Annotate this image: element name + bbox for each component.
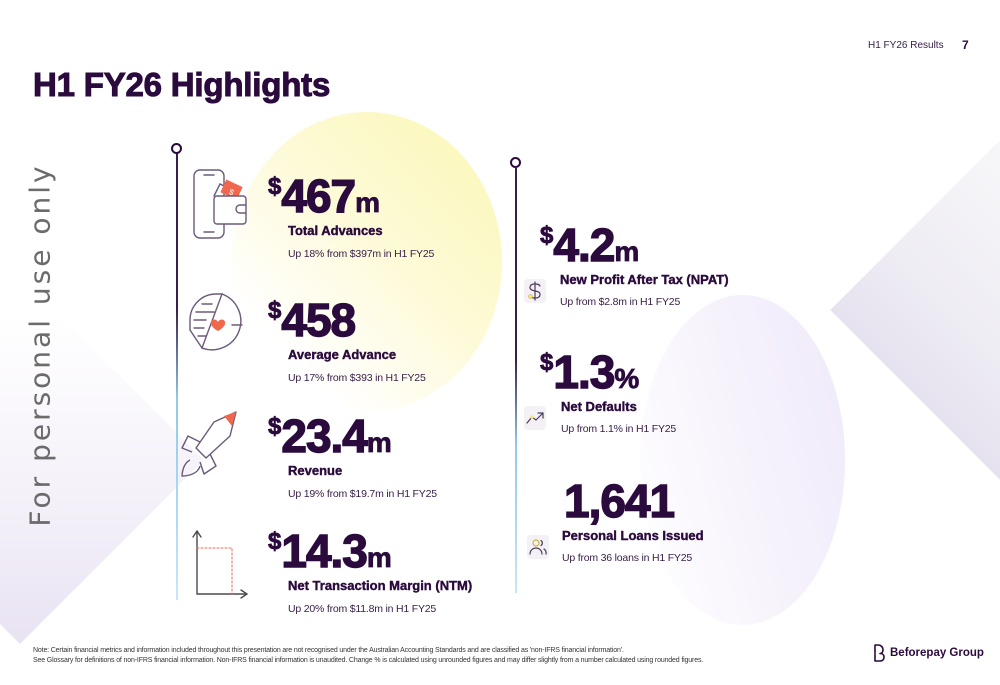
metric-label: Average Advance [288, 347, 397, 362]
metric-label: Personal Loans Issued [562, 528, 704, 543]
metric-change: Up 17% from $393 in H1 FY25 [288, 372, 426, 384]
metric-change: Up from 36 loans in H1 FY25 [562, 552, 692, 564]
logo-mark-icon [874, 644, 885, 662]
metric-net-defaults: $1.3% Net Defaults Up from 1.1% in H1 FY… [540, 346, 677, 435]
trend-up-icon [524, 406, 546, 430]
users-icon [527, 535, 549, 559]
axis-chart-icon [192, 528, 252, 605]
metric-personal-loans: 1,641 Personal Loans Issued Up from 36 l… [562, 475, 704, 564]
metric-npat: $4.2m New Profit After Tax (NPAT) Up fro… [540, 219, 729, 308]
watermark: For personal use only [23, 163, 57, 527]
company-logo: Beforepay Group [873, 644, 984, 662]
timeline-left [176, 152, 178, 600]
metric-label: Net Transaction Margin (NTM) [288, 578, 473, 593]
metric-average-advance: $458 Average Advance Up 17% from $393 in… [268, 294, 426, 384]
metric-value: 1,641 [563, 475, 676, 527]
metric-value: $458 [268, 294, 357, 346]
phone-wallet-icon: $ [192, 168, 252, 248]
rocket-icon [180, 408, 240, 485]
metric-change: Up 18% from $397m in H1 FY25 [288, 248, 435, 260]
metric-change: Up 19% from $19.7m in H1 FY25 [288, 488, 437, 500]
metric-label: New Profit After Tax (NPAT) [560, 272, 729, 287]
footnote-line-1: Note: Certain financial metrics and info… [33, 647, 624, 654]
page-number: 7 [962, 38, 969, 52]
page-title: H1 FY26 Highlights [32, 66, 331, 104]
metric-value: $1.3% [540, 346, 640, 398]
background-lavender-circle [640, 295, 845, 625]
footnote: Note: Certain financial metrics and info… [33, 646, 703, 666]
metric-change: Up from 1.1% in H1 FY25 [561, 423, 677, 435]
metric-net-transaction-margin: $14.3m Net Transaction Margin (NTM) Up 2… [268, 525, 473, 615]
metric-label: Revenue [288, 463, 343, 478]
metric-label: Total Advances [288, 223, 383, 238]
dollar-icon [524, 279, 546, 303]
document-heart-icon [188, 290, 248, 359]
footnote-line-2: See Glossary for definitions of non-IFRS… [33, 657, 704, 664]
metric-revenue: $23.4m Revenue Up 19% from $19.7m in H1 … [268, 410, 437, 500]
metric-value: $23.4m [268, 410, 393, 462]
logo-text: Beforepay Group [890, 647, 984, 659]
svg-text:$: $ [227, 187, 235, 197]
metric-total-advances: $467m Total Advances Up 18% from $397m i… [268, 170, 435, 260]
metric-change: Up from $2.8m in H1 FY25 [560, 296, 681, 308]
background-diamond-right [830, 140, 1000, 480]
timeline-left-dot [171, 143, 182, 154]
metric-change: Up 20% from $11.8m in H1 FY25 [288, 603, 437, 615]
metric-label: Net Defaults [561, 399, 637, 414]
metric-value: $14.3m [268, 525, 393, 577]
metric-value: $4.2m [540, 219, 640, 271]
timeline-right-dot [510, 157, 521, 168]
deck-label: H1 FY26 Results [868, 40, 944, 51]
metric-value: $467m [268, 170, 381, 222]
timeline-right [515, 168, 517, 593]
